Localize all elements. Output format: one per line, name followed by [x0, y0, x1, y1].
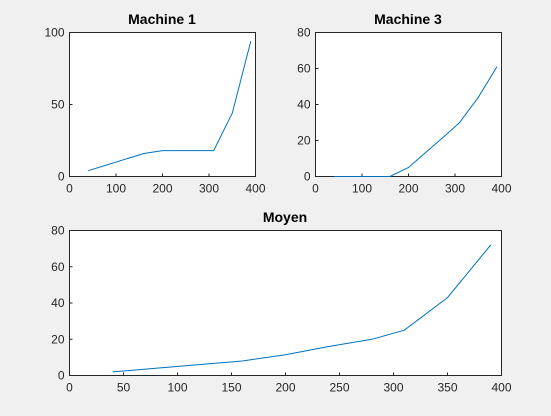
y-tick-label: 0	[58, 170, 65, 184]
x-tick-label: 0	[66, 182, 73, 196]
y-tick-label: 20	[51, 332, 65, 346]
y-tick-label: 0	[58, 369, 65, 383]
subplot-title: Moyen	[263, 209, 307, 225]
y-tick-label: 20	[297, 134, 311, 148]
series-line	[87, 40, 252, 172]
x-tick-label: 0	[66, 381, 73, 395]
plot-area	[315, 32, 502, 177]
y-tick-label: 40	[51, 296, 65, 310]
y-tick-label: 40	[297, 98, 311, 112]
subplot-moyen: Moyen 0 50 100 150 200 250 300 350 400 0 20 40 60 80	[51, 209, 512, 395]
tick-group: 0 100 200 300 400 0 20 40 60 80	[297, 26, 512, 196]
x-tick-label: 400	[491, 381, 511, 395]
subplot-machine-1: Machine 1 0 100 200 300 400 0 50 100	[44, 11, 265, 196]
x-tick-label: 300	[199, 182, 219, 196]
tick-group: 0 100 200 300 400 0 50 100	[44, 26, 265, 196]
subplot-machine-3: Machine 3 0 100 200 300 400 0 20 40 60 80	[297, 11, 512, 196]
x-tick-label: 200	[398, 182, 418, 196]
series-line	[112, 244, 492, 373]
y-tick-label: 60	[297, 62, 311, 76]
y-tick-label: 60	[51, 260, 65, 274]
y-tick-label: 80	[297, 26, 311, 40]
x-tick-label: 350	[437, 381, 457, 395]
x-tick-label: 100	[167, 381, 187, 395]
x-tick-label: 300	[445, 182, 465, 196]
x-tick-label: 50	[117, 381, 131, 395]
x-tick-label: 100	[106, 182, 126, 196]
x-tick-label: 400	[491, 182, 511, 196]
subplot-title: Machine 1	[128, 11, 196, 27]
x-tick-label: 400	[245, 182, 265, 196]
x-tick-label: 100	[352, 182, 372, 196]
x-tick-label: 200	[275, 381, 295, 395]
y-tick-label: 0	[304, 170, 311, 184]
x-tick-label: 300	[383, 381, 403, 395]
series-line	[334, 66, 498, 177]
plot-area	[69, 230, 502, 376]
subplot-title: Machine 3	[374, 11, 442, 27]
x-tick-label: 0	[312, 182, 319, 196]
plot-area	[69, 32, 256, 177]
y-tick-label: 50	[51, 98, 65, 112]
x-tick-label: 200	[152, 182, 172, 196]
x-tick-label: 150	[221, 381, 241, 395]
y-tick-label: 100	[44, 26, 64, 40]
tick-group: 0 50 100 150 200 250 300 350 400 0 20 40 60 80	[51, 224, 512, 395]
x-tick-label: 250	[329, 381, 349, 395]
y-tick-label: 80	[51, 224, 65, 238]
